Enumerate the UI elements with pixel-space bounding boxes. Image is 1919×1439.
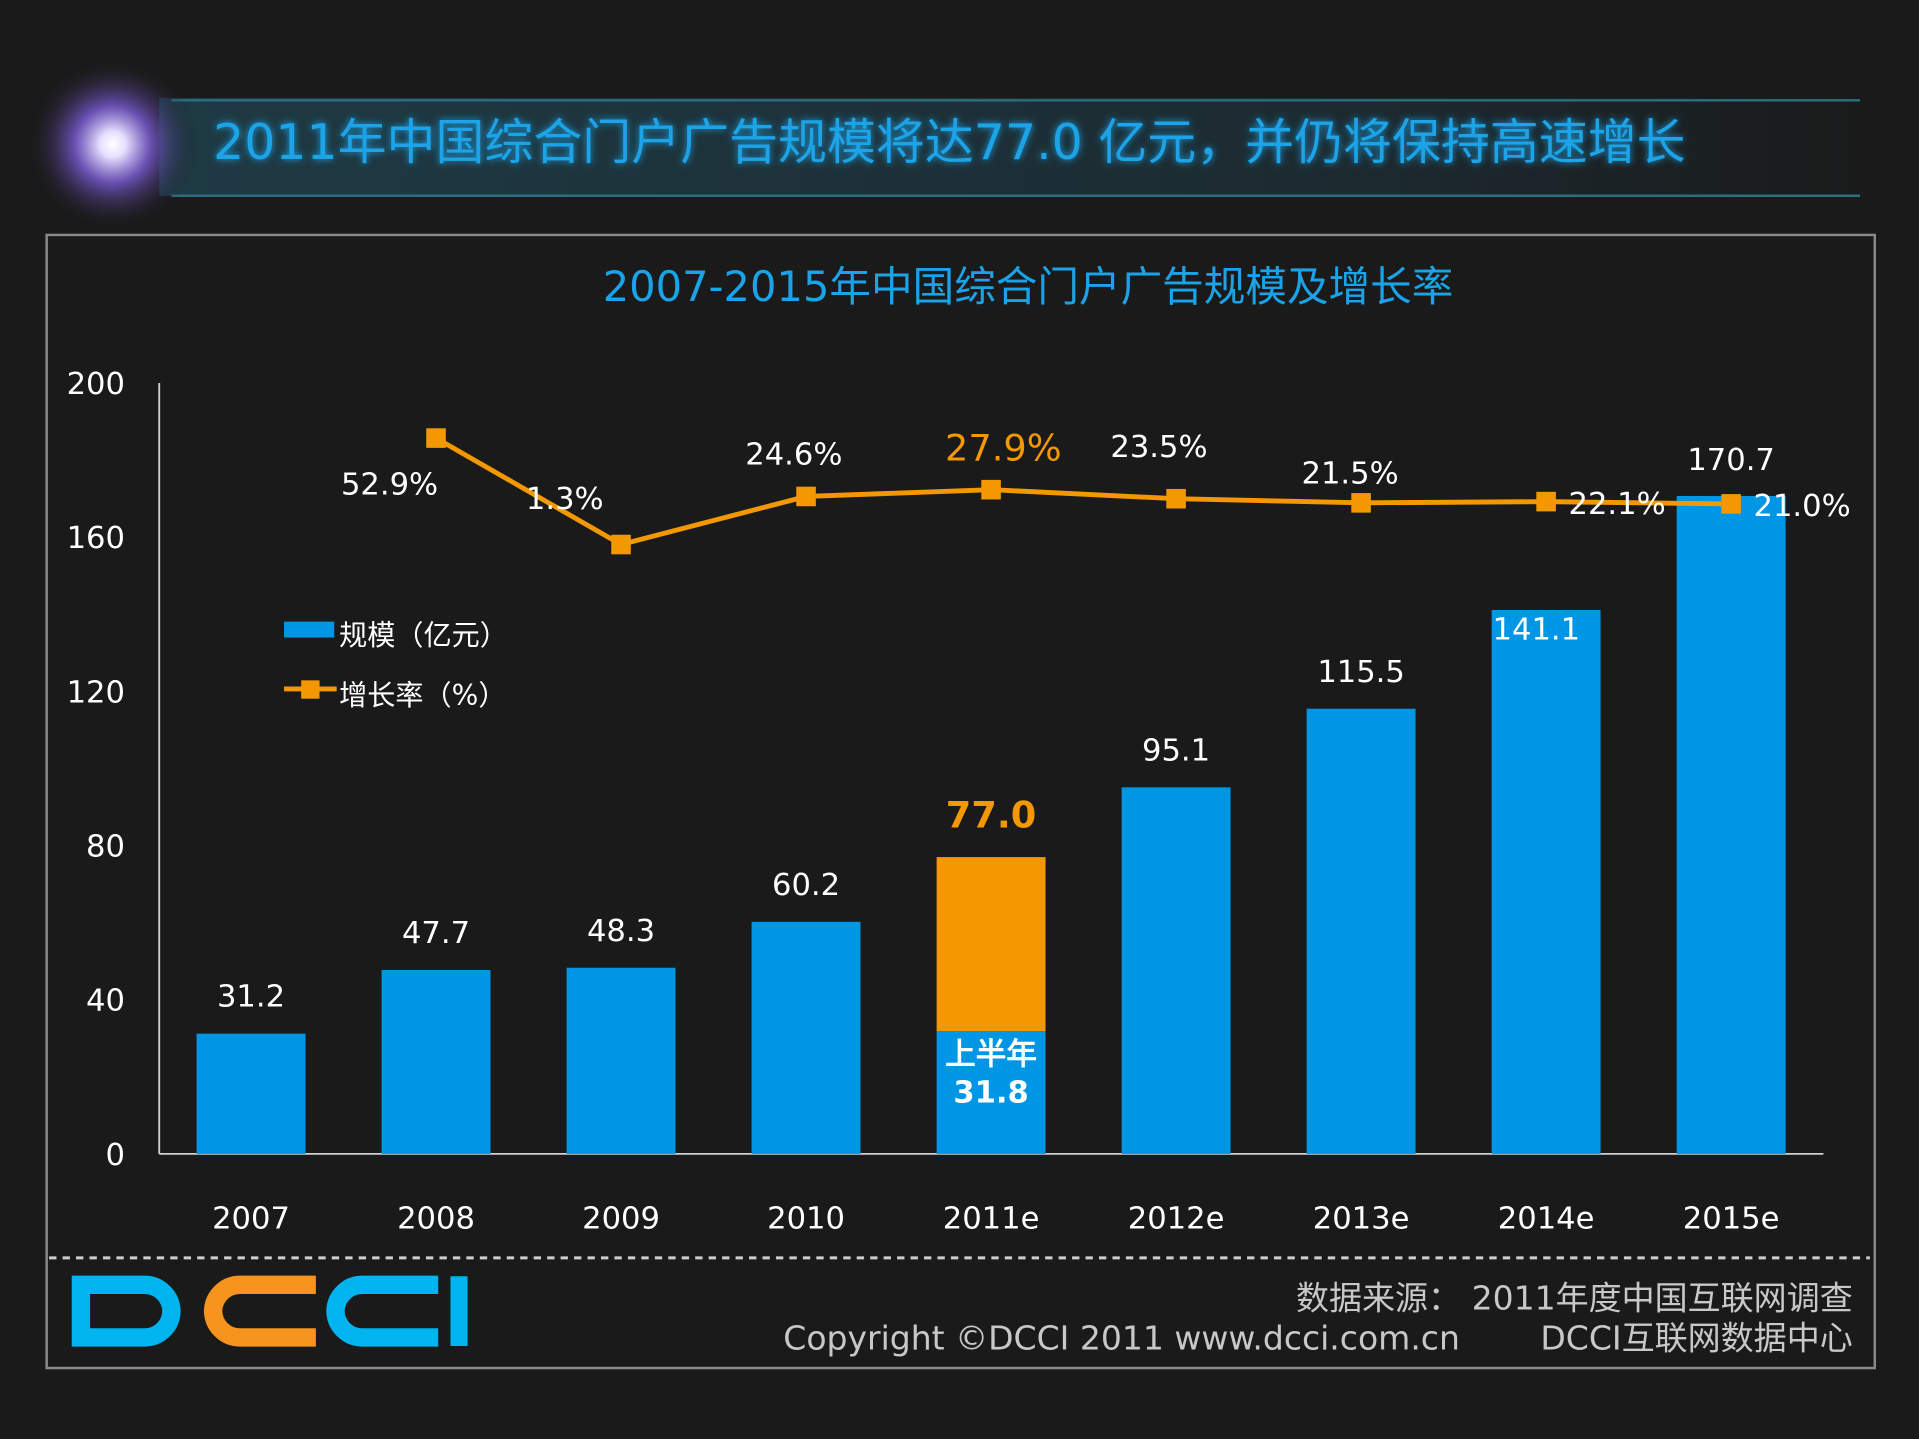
- legend-line-marker: [301, 680, 320, 699]
- x-tick-label: 2008: [397, 1202, 475, 1237]
- bar: [196, 1033, 306, 1154]
- legend-bar-swatch: [284, 621, 335, 638]
- x-tick-label: 2011e: [943, 1202, 1040, 1237]
- growth-label: 27.9%: [945, 426, 1062, 469]
- bar-value-label: 170.7: [1687, 443, 1775, 478]
- growth-label: 1.3%: [526, 482, 604, 517]
- bar: [566, 967, 676, 1154]
- y-tick-label: 200: [67, 367, 125, 402]
- copyright: Copyright ©DCCI 2011 www.dcci.com.cn: [783, 1319, 1460, 1358]
- starburst-icon: [27, 58, 199, 231]
- bar: [381, 970, 491, 1154]
- bar-value-label: 31.2: [217, 980, 285, 1015]
- bar-value-label: 60.2: [772, 868, 840, 903]
- bar-value-label: 47.7: [402, 916, 470, 951]
- x-tick-label: 2012e: [1128, 1202, 1225, 1237]
- bar: [751, 921, 861, 1154]
- growth-marker: [426, 428, 446, 448]
- bar-h2: [936, 857, 1046, 1032]
- growth-marker: [1351, 493, 1371, 513]
- chart-title: 2007-2015年中国综合门户广告规模及增长率: [603, 262, 1454, 311]
- x-tick-label: 2015e: [1683, 1202, 1780, 1237]
- bar: [1676, 495, 1786, 1154]
- bar: [1306, 708, 1416, 1154]
- x-tick-label: 2013e: [1313, 1202, 1410, 1237]
- legend-line-label: 增长率（%）: [339, 679, 506, 712]
- x-tick-label: 2007: [212, 1202, 290, 1237]
- bar: [1121, 787, 1231, 1154]
- legend: 规模（亿元） 增长率（%）: [284, 619, 508, 712]
- growth-label: 24.6%: [745, 438, 842, 473]
- bar-h1: [936, 1031, 1046, 1154]
- organization: DCCI互联网数据中心: [1540, 1319, 1852, 1358]
- legend-bar-label: 规模（亿元）: [339, 619, 508, 652]
- bar-value-label: 77.0: [946, 794, 1037, 837]
- bar-value-label: 95.1: [1142, 733, 1210, 768]
- chart-frame: [45, 233, 1877, 1370]
- bar-value-label: 141.1: [1493, 612, 1581, 647]
- growth-marker: [611, 534, 631, 555]
- y-tick-label: 0: [106, 1138, 125, 1173]
- growth-marker: [1721, 494, 1741, 514]
- data-source: 数据来源： 2011年度中国互联网调查: [1296, 1278, 1853, 1317]
- dcci-logo: [71, 1275, 468, 1347]
- bar-value-label: 115.5: [1317, 655, 1405, 690]
- growth-label: 52.9%: [341, 467, 438, 502]
- growth-label: 21.5%: [1302, 456, 1399, 491]
- bar-value-label: 48.3: [587, 914, 655, 949]
- annotation-value: 31.8: [953, 1075, 1028, 1110]
- growth-marker: [796, 486, 816, 507]
- y-tick-label: 80: [86, 830, 125, 865]
- growth-marker: [1536, 491, 1556, 512]
- x-tick-label: 2014e: [1498, 1202, 1595, 1237]
- growth-label: 21.0%: [1754, 489, 1851, 524]
- y-tick-label: 160: [67, 521, 125, 556]
- bar: [1491, 610, 1601, 1154]
- x-tick-label: 2009: [582, 1202, 660, 1237]
- header-title: 2011年中国综合门户广告规模将达77.0 亿元，并仍将保持高速增长: [213, 114, 1686, 171]
- x-tick-label: 2010: [767, 1202, 845, 1237]
- growth-label: 22.1%: [1569, 487, 1666, 522]
- annotation-label: 上半年: [945, 1038, 1037, 1073]
- y-tick-label: 40: [86, 984, 125, 1019]
- growth-label: 23.5%: [1110, 430, 1207, 465]
- growth-line: [434, 435, 1732, 548]
- growth-marker: [1166, 488, 1186, 509]
- growth-marker: [981, 479, 1001, 500]
- y-tick-label: 120: [67, 675, 125, 710]
- header-banner: 2011年中国综合门户广告规模将达77.0 亿元，并仍将保持高速增长: [27, 58, 1873, 231]
